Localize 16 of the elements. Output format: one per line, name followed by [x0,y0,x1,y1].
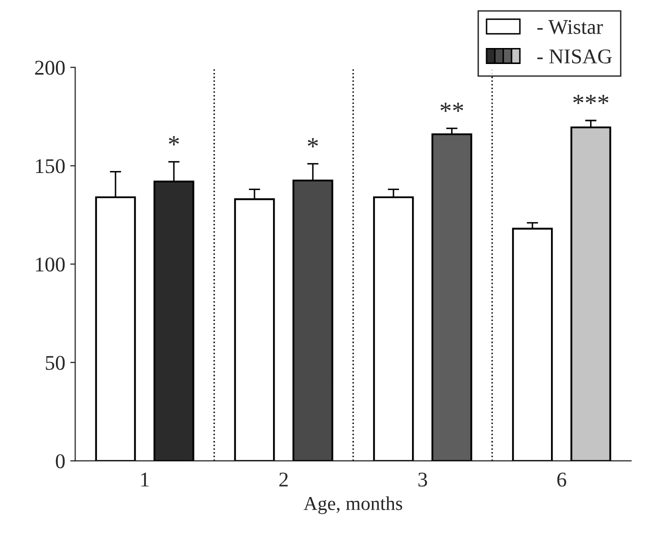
annotation: *** [573,94,608,104]
x-tick-label: 3 [418,472,428,487]
annotation: * [308,138,318,148]
y-tick-label: 150 [36,159,65,174]
y-tick-label: 200 [35,60,65,75]
annotation: ** [440,102,464,112]
y-tick-label: 50 [46,356,65,370]
x-tick-label: 6 [557,472,566,487]
y-tick-label: 100 [36,257,65,272]
x-axis-title: Age, months [304,496,402,514]
legend-label: - Wistar [537,20,603,34]
x-tick-label: 2 [279,472,288,486]
y-tick-label: 0 [56,454,65,468]
legend-label: - NISAG [537,49,612,64]
x-tick-label: 1 [141,472,149,486]
annotation: * [168,136,179,146]
